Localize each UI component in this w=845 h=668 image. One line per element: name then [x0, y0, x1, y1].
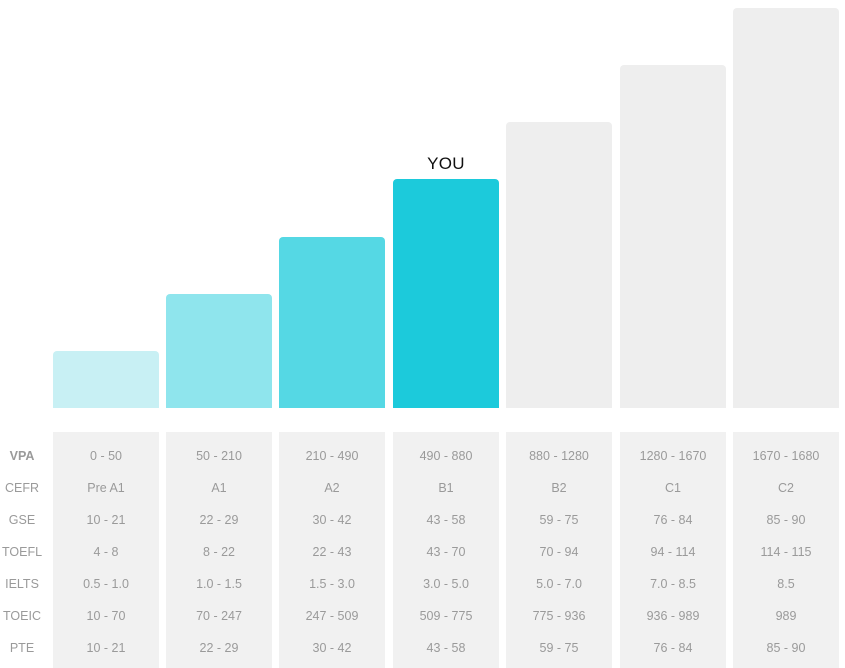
score-cell-toeic: 247 - 509 [305, 609, 359, 623]
score-cell-toefl: 94 - 114 [650, 545, 696, 559]
score-column-a1: 50 - 210 A1 22 - 29 8 - 22 1.0 - 1.5 70 - 247… [166, 432, 272, 668]
row-label-ielts: IELTS [5, 577, 39, 591]
score-cell-toefl: 43 - 70 [426, 545, 466, 559]
score-cell-ielts: 8.5 [777, 577, 795, 591]
score-column-a2: 210 - 490 A2 30 - 42 22 - 43 1.5 - 3.0 247 - … [279, 432, 385, 668]
score-cell-toefl: 114 - 115 [760, 545, 812, 559]
score-cell-gse: 76 - 84 [653, 513, 693, 527]
score-cell-vpa: 1280 - 1670 [639, 449, 707, 463]
score-cell-vpa: 490 - 880 [419, 449, 473, 463]
score-column-b2: 880 - 1280 B2 59 - 75 70 - 94 5.0 - 7.0 775 -… [506, 432, 612, 668]
score-cell-toeic: 10 - 70 [86, 609, 126, 623]
score-cell-cefr: C1 [665, 481, 681, 495]
score-cell-cefr: C2 [778, 481, 794, 495]
score-column-c1: 1280 - 1670 C1 76 - 84 94 - 114 7.0 - 8.5 936… [620, 432, 726, 668]
level-bar-pre-a1 [53, 351, 159, 408]
score-cell-ielts: 1.0 - 1.5 [196, 577, 242, 591]
score-cell-toefl: 4 - 8 [93, 545, 119, 559]
row-label-vpa: VPA [9, 449, 35, 463]
score-cell-pte: 76 - 84 [653, 641, 693, 655]
score-cell-toefl: 8 - 22 [203, 545, 235, 559]
score-cell-cefr: A2 [324, 481, 340, 495]
row-label-toeic: TOEIC [3, 609, 41, 623]
level-bar-c1 [620, 65, 726, 408]
you-marker: YOU [427, 154, 465, 173]
score-cell-vpa: 210 - 490 [305, 449, 359, 463]
score-cell-ielts: 7.0 - 8.5 [650, 577, 696, 591]
score-cell-pte: 43 - 58 [426, 641, 466, 655]
score-cell-cefr: B2 [551, 481, 567, 495]
score-cell-vpa: 880 - 1280 [529, 449, 589, 463]
score-cell-cefr: A1 [211, 481, 227, 495]
row-label-toefl: TOEFL [1, 545, 43, 559]
score-cell-vpa: 50 - 210 [196, 449, 242, 463]
score-cell-toeic: 989 [775, 609, 797, 623]
score-cell-gse: 85 - 90 [766, 513, 806, 527]
score-cell-pte: 59 - 75 [539, 641, 579, 655]
score-cell-pte: 10 - 21 [86, 641, 126, 655]
score-cell-toefl: 70 - 94 [539, 545, 579, 559]
score-cell-toeic: 775 - 936 [532, 609, 586, 623]
score-cell-pte: 85 - 90 [766, 641, 806, 655]
score-cell-gse: 22 - 29 [199, 513, 239, 527]
row-label-gse: GSE [8, 513, 36, 527]
score-cell-pte: 22 - 29 [199, 641, 239, 655]
row-label-pte: PTE [9, 641, 35, 655]
score-column-c2: 1670 - 1680 C2 85 - 90 114 - 115 8.5 989 85 - … [733, 432, 839, 668]
score-cell-gse: 43 - 58 [426, 513, 466, 527]
score-cell-gse: 30 - 42 [312, 513, 352, 527]
score-cell-cefr: B1 [438, 481, 454, 495]
score-cell-ielts: 5.0 - 7.0 [536, 577, 582, 591]
score-cell-ielts: 3.0 - 5.0 [423, 577, 469, 591]
score-cell-gse: 10 - 21 [86, 513, 126, 527]
score-cell-ielts: 0.5 - 1.0 [83, 577, 129, 591]
score-cell-toefl: 22 - 43 [312, 545, 352, 559]
score-cell-cefr: Pre A1 [87, 481, 125, 495]
level-bar-b1 [393, 179, 499, 408]
level-bar-a1 [166, 294, 272, 408]
level-bar-a2 [279, 237, 385, 408]
level-bar-c2 [733, 8, 839, 408]
level-bar-b2 [506, 122, 612, 408]
score-cell-toeic: 70 - 247 [196, 609, 242, 623]
score-cell-pte: 30 - 42 [312, 641, 352, 655]
score-cell-ielts: 1.5 - 3.0 [309, 577, 355, 591]
score-cell-toeic: 509 - 775 [419, 609, 473, 623]
score-cell-toeic: 936 - 989 [646, 609, 700, 623]
score-cell-vpa: 0 - 50 [90, 449, 122, 463]
score-column-b1: 490 - 880 B1 43 - 58 43 - 70 3.0 - 5.0 509 - … [393, 432, 499, 668]
score-cell-vpa: 1670 - 1680 [752, 449, 820, 463]
score-column-pre-a1: 0 - 50 Pre A1 10 - 21 4 - 8 0.5 - 1.0 10 - 70… [53, 432, 159, 668]
score-cell-gse: 59 - 75 [539, 513, 579, 527]
row-label-cefr: CEFR [4, 481, 40, 495]
